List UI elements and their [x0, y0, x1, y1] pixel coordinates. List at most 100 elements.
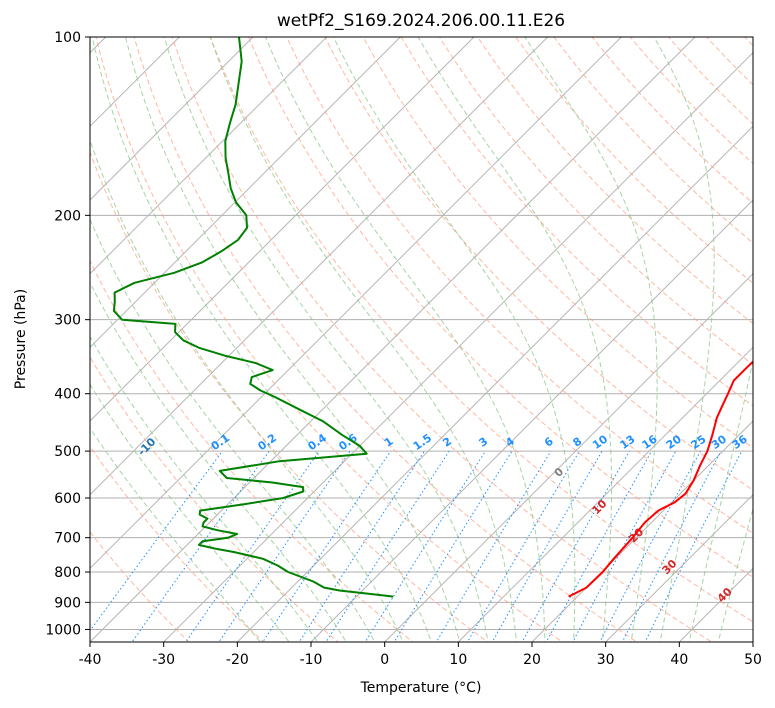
y-tick-label: 600 [54, 491, 81, 507]
y-tick-label: 300 [54, 313, 81, 329]
mixing-ratio-line [435, 450, 552, 642]
mixing-ratio-label: 0.4 [306, 431, 330, 453]
dry-adiabat-line [553, 37, 753, 244]
dry-adiabat-line [90, 150, 489, 642]
isotherm-line [90, 37, 696, 642]
x-tick-label: -40 [79, 652, 102, 668]
mixing-ratio-label: 1.5 [411, 431, 434, 453]
moist-adiabat-line [524, 37, 658, 642]
y-axis-label: Pressure (hPa) [13, 289, 29, 389]
x-tick-label: -20 [226, 652, 249, 668]
isotherm-line [90, 37, 402, 349]
x-tick-label: -10 [300, 652, 323, 668]
mixing-ratio-line [131, 450, 270, 642]
mixing-ratio-line [90, 450, 223, 632]
moist-adiabat-line [90, 218, 376, 642]
isotherm-line [90, 37, 328, 275]
mixing-ratio-label: 6 [542, 435, 556, 450]
dry-adiabat-line [133, 37, 638, 642]
y-tick-label: 400 [54, 387, 81, 403]
isotherm-line [90, 37, 181, 128]
temperature-profile-line [568, 360, 753, 598]
chart-title: wetPf2_S169.2024.206.00.11.E26 [277, 11, 565, 31]
dry-adiabat-line [90, 531, 190, 642]
mixing-ratio-line [545, 450, 653, 642]
x-tick-label: 50 [744, 652, 762, 668]
y-tick-label: 500 [54, 444, 81, 460]
dry-adiabat-line [477, 37, 753, 325]
moist-adiabat-line [417, 37, 613, 642]
isotherm-line [90, 37, 623, 570]
dry-adiabat-line [324, 37, 753, 491]
mixing-ratio-line [185, 450, 320, 642]
mixing-ratio-line [572, 450, 677, 642]
x-axis-label: Temperature (°C) [360, 680, 482, 696]
dry-adiabat-line [400, 37, 753, 407]
x-tick-label: -30 [152, 652, 175, 668]
moist-adiabat-line [90, 383, 290, 642]
mixing-ratio-line [298, 450, 425, 642]
dry-adiabat-line [758, 11, 775, 654]
y-tick-label: 100 [54, 30, 81, 46]
axes-ticks: -40 -30 -20 -10 0 10 20 30 40 50 1000 900 800 700 600 5… [45, 30, 762, 668]
isotherm-line [0, 10, 59, 654]
isotherm-line [310, 199, 753, 642]
isotherm-line [90, 37, 549, 496]
isotherm-line [383, 272, 753, 642]
mixing-ratio-line [621, 450, 722, 642]
plot-frame [89, 36, 754, 643]
mixing-ratio-label: 3 [477, 435, 491, 450]
isotherm-line [457, 346, 753, 642]
mixing-ratio-line [393, 450, 513, 642]
moist-adiabat-label: 10 [590, 497, 610, 517]
mixing-ratio-label: 16 [640, 432, 660, 452]
mixing-ratio-label: 0.1 [209, 431, 232, 453]
profile-series [112, 37, 753, 598]
x-tick-label: 30 [597, 652, 615, 668]
moist-adiabat-line [125, 37, 461, 642]
y-tick-label: 200 [54, 208, 81, 224]
y-tick-label: 800 [54, 565, 81, 581]
dry-adiabat-line [591, 37, 753, 204]
moist-adiabat-label: 30 [660, 557, 680, 577]
moist-adiabat-line [717, 506, 753, 642]
dry-adiabat-line [667, 37, 753, 125]
y-tick-label: 1000 [45, 622, 81, 638]
y-tick-label: 700 [54, 531, 81, 547]
moist-adiabat-line [90, 138, 404, 642]
mixing-ratio-line [262, 450, 392, 642]
dry-adiabat-label: -10 [135, 435, 158, 458]
moist-adiabat-line [653, 37, 715, 642]
mixing-ratio-label: 13 [617, 433, 637, 452]
dry-adiabat-line [90, 259, 414, 642]
isotherm-line [236, 125, 753, 642]
dry-adiabat-line [629, 37, 753, 165]
mixing-ratio-line [466, 450, 580, 642]
dry-adiabat-line [95, 37, 564, 642]
moist-adiabat-line [90, 335, 319, 642]
isotherm-line [90, 37, 254, 201]
x-tick-label: 40 [670, 652, 688, 668]
x-tick-label: 0 [380, 652, 389, 668]
dry-adiabat-line [248, 37, 753, 578]
moist-adiabat-line [333, 37, 576, 642]
dry-adiabat-line [744, 37, 753, 47]
y-tick-label: 900 [54, 595, 81, 611]
moist-adiabat-line [265, 37, 546, 642]
mixing-ratio-line [644, 450, 743, 642]
isotherm-line [162, 51, 753, 642]
mixing-ratio-line [364, 450, 486, 642]
dewpoint-profile-line [112, 37, 394, 598]
dry-adiabat-line [362, 37, 753, 449]
dry-adiabat-line [286, 37, 753, 534]
isotherm-line [678, 567, 753, 642]
isotherm-line [90, 37, 475, 422]
isotherm-line [752, 641, 753, 642]
x-tick-label: 20 [523, 652, 541, 668]
mixing-ratio-label: 20 [664, 432, 684, 452]
moist-adiabat-line [90, 427, 261, 642]
mixing-ratio-label: 10 [590, 432, 610, 452]
dry-adiabat-line [515, 37, 753, 284]
